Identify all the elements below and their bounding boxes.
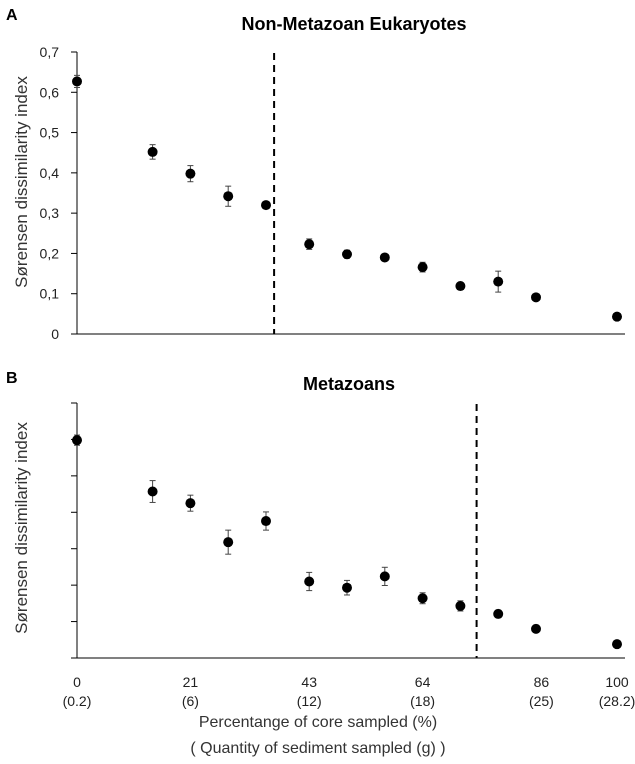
panel-a-data-point [185,168,196,179]
panel-a-data-point [147,146,158,157]
panel-a-data-point [531,292,541,303]
panel-b-data-point [304,576,315,587]
panel-a-y-tick-label: 0,4 [40,165,60,181]
x-tick-label: 86 [534,674,550,690]
x-axis-labels: 0 (0.2) 21 (6) 43 (12) 64 (18) 86 (25) 100 (28.2) [63,674,635,709]
x-tick-sublabel: (12) [297,693,322,709]
x-tick-label: 21 [183,674,199,690]
panel-b-data-point [379,571,390,582]
panel-b-data-point [261,516,271,527]
panel-a-y-tick-label: 0,1 [40,286,60,302]
x-tick-sublabel: (25) [529,693,554,709]
panel-b-data-point [147,486,158,497]
x-tick-sublabel: (6) [182,693,199,709]
panel-b: B Metazoans Sørensen dissimilarity index [6,370,625,659]
panel-b-data-point [72,435,82,446]
panel-b-plot-area [71,402,625,659]
panel-b-ylabel: Sørensen dissimilarity index [12,422,31,634]
panel-b-data-point [417,593,428,604]
panel-a-data-point [455,281,466,292]
panel-a-data-point [417,262,428,273]
x-tick-sublabel: (28.2) [599,693,635,709]
panel-a-plot-area: 0 0,1 0,2 0,3 0,4 0,5 0,6 0,7 [40,44,625,342]
panel-a-data-point [304,239,315,250]
panel-a-data-point [612,311,622,322]
panel-a-y-tick-label: 0,3 [40,205,60,221]
panel-b-data-point [531,623,541,634]
panel-b-letter: B [6,370,18,387]
panel-b-title: Metazoans [303,374,395,394]
panel-b-data-point [493,608,504,619]
panel-b-data-point [612,639,622,650]
panel-b-data-point [342,582,352,593]
panel-a-title: Non-Metazoan Eukaryotes [241,14,466,34]
x-tick-label: 0 [73,674,81,690]
panel-a-data-point [72,76,82,87]
panel-a-y-tick-label: 0,6 [40,84,60,100]
panel-b-data-point [185,498,196,509]
x-axis-title-line1: Percentange of core sampled (%) [199,714,437,731]
panel-a-data-point [379,252,390,263]
panel-a: A Non-Metazoan Eukaryotes Sørensen dissi… [6,7,625,342]
panel-a-y-tick-label: 0,5 [40,125,60,141]
x-tick-sublabel: (0.2) [63,693,92,709]
panel-a-data-point [342,249,352,260]
panel-a-y-tick-label: 0 [51,326,59,342]
panel-a-ylabel: Sørensen dissimilarity index [12,76,31,288]
x-tick-label: 100 [605,674,629,690]
panel-b-data-point [455,600,466,611]
x-tick-label: 64 [415,674,431,690]
x-tick-sublabel: (18) [410,693,435,709]
panel-a-data-point [493,276,504,287]
panel-a-letter: A [6,7,18,24]
panel-a-y-tick-label: 0,7 [40,44,60,60]
panel-a-y-tick-label: 0,2 [40,245,60,261]
panel-a-data-point [261,200,271,211]
x-tick-label: 43 [301,674,317,690]
panel-b-data-point [223,537,234,548]
x-axis-title-line2: ( Quantity of sediment sampled (g) ) [190,740,445,757]
panel-a-data-point [223,191,234,202]
